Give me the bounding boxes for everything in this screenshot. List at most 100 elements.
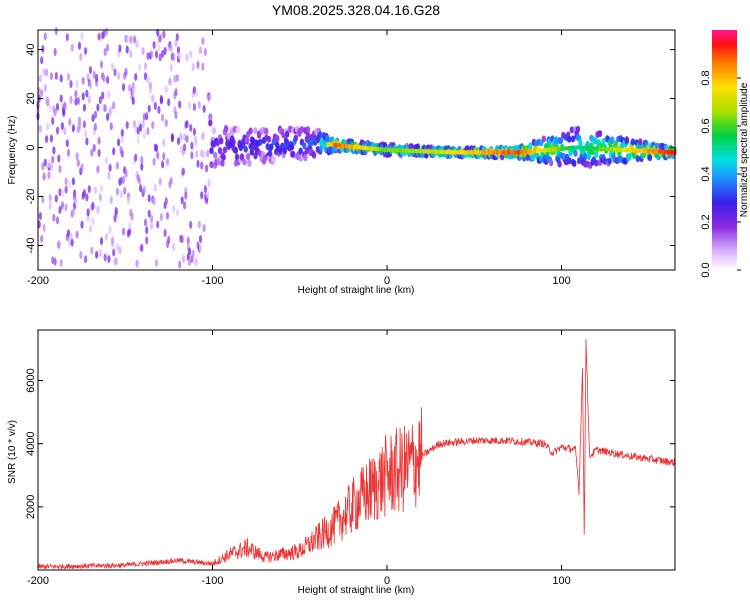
spectrogram-cell: [88, 224, 93, 233]
spectrogram-cell: [183, 133, 187, 142]
spectrogram-cell: [91, 217, 95, 226]
spectrogram-cell: [578, 139, 583, 147]
spectrogram-cell: [57, 154, 61, 163]
spectrogram-core: [668, 150, 671, 155]
spectrogram-cell: [46, 96, 50, 105]
spectrogram-cell: [112, 248, 116, 257]
spectrogram-cell: [180, 196, 184, 205]
spectrogram-xtick-label: 0: [384, 275, 390, 287]
spectrogram-cell: [179, 145, 183, 154]
spectrogram-core: [522, 150, 524, 155]
spectrogram-cell: [97, 149, 101, 157]
spectrogram-cell: [203, 185, 207, 194]
spectrogram-cell: [567, 157, 572, 165]
spectrogram-cell: [64, 203, 68, 212]
spectrogram-core: [458, 150, 461, 155]
spectrogram-cell: [298, 147, 303, 155]
spectrogram-cell: [49, 134, 54, 143]
spectrogram-core: [668, 150, 670, 155]
spectrogram-cell: [222, 146, 228, 154]
spectrogram-cell: [103, 48, 107, 56]
spectrogram-core: [337, 143, 339, 148]
spectrogram-cell: [239, 153, 245, 161]
spectrogram-core: [627, 148, 630, 153]
spectrogram-core: [514, 150, 516, 155]
spectrogram-core: [350, 144, 352, 149]
spectrogram-cell: [181, 255, 185, 263]
spectrogram-cell: [99, 184, 104, 193]
spectrogram-core: [361, 145, 364, 150]
spectrogram-core: [647, 149, 650, 154]
spectrogram-cell: [97, 136, 101, 145]
spectrogram-cell: [209, 161, 214, 169]
spectrogram-core: [413, 148, 415, 153]
spectrogram-cell: [113, 68, 117, 77]
spectrogram-cell: [45, 68, 49, 77]
spectrogram-cell: [66, 148, 71, 157]
spectrogram-cell: [211, 127, 217, 135]
spectrogram-cell: [181, 167, 185, 176]
spectrogram-cell: [91, 114, 95, 123]
spectrogram-core: [384, 147, 386, 152]
spectrogram-cell: [208, 119, 213, 127]
spectrogram-core: [573, 145, 576, 150]
spectrogram-cell: [157, 105, 161, 114]
spectrogram-cell: [82, 188, 86, 197]
spectrogram-cell: [191, 63, 195, 72]
spectrogram-cell: [164, 197, 168, 205]
spectrogram-core: [611, 147, 613, 152]
spectrogram-cell: [191, 249, 195, 258]
spectrogram-cell: [104, 27, 108, 36]
spectrogram-core: [463, 150, 466, 155]
spectrogram-core: [396, 148, 399, 153]
spectrogram-core: [435, 149, 437, 154]
spectrogram-cell: [63, 102, 67, 111]
spectrogram-core: [417, 149, 420, 154]
spectrogram-core: [515, 150, 517, 155]
spectrogram-core: [452, 150, 455, 155]
spectrogram-cell: [192, 86, 196, 95]
spectrogram-cell: [192, 103, 196, 112]
colorbar-tick-label: 0.0: [700, 262, 712, 277]
spectrogram-core: [540, 148, 543, 153]
spectrogram-cell: [269, 143, 274, 151]
spectrogram-core: [339, 143, 341, 148]
colorbar-axes: 0.0 0.2 0.4 0.6 0.8: [700, 70, 741, 278]
spectrogram-ytick-label: -40: [25, 238, 37, 254]
spectrogram-core: [537, 148, 539, 153]
spectrogram-cell: [558, 137, 564, 145]
spectrogram-cell: [164, 85, 168, 93]
spectrogram-core: [367, 146, 370, 151]
spectrogram-core: [375, 146, 378, 151]
spectrogram-core: [486, 150, 489, 155]
spectrogram-core: [445, 150, 448, 155]
spectrogram-cell: [627, 153, 632, 161]
spectrogram-core: [466, 150, 468, 155]
spectrogram-cell: [173, 75, 177, 83]
spectrogram-core: [538, 148, 540, 153]
spectrogram-cell: [124, 67, 128, 76]
spectrogram-core: [488, 150, 490, 155]
spectrogram-cell: [189, 50, 193, 59]
spectrogram-cell: [43, 32, 47, 41]
spectrogram-core: [649, 149, 652, 154]
spectrogram-cell: [109, 105, 113, 114]
spectrogram-core: [439, 149, 441, 154]
spectrogram-cell: [189, 123, 193, 132]
spectrogram-cell: [197, 101, 201, 109]
spectrogram-cell: [112, 147, 116, 156]
spectrogram-cell: [112, 101, 116, 110]
spectrogram-core: [657, 149, 660, 154]
spectrogram-cell: [114, 257, 118, 266]
spectrogram-cell: [159, 96, 163, 105]
spectrogram-cell: [120, 149, 124, 158]
spectrogram-core: [609, 147, 612, 152]
spectrogram-cell: [79, 251, 83, 260]
spectrogram-cell: [178, 260, 182, 269]
spectrogram-cell: [150, 50, 154, 59]
spectrogram-core: [374, 146, 377, 151]
spectrogram-core: [461, 150, 463, 155]
spectrogram-core: [356, 145, 359, 150]
spectrogram-core: [653, 149, 655, 154]
spectrogram-cell: [530, 153, 535, 161]
